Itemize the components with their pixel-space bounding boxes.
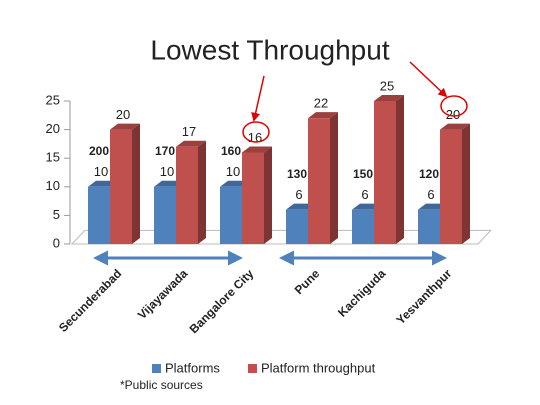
highlight-circle (440, 95, 468, 117)
annotation-label: 120 (419, 167, 439, 181)
bar (418, 209, 440, 244)
value-label: 6 (295, 187, 302, 202)
bar-top (374, 95, 404, 101)
bar-top (110, 123, 140, 130)
value-label: 17 (182, 124, 196, 139)
x-tick-label: Yesvanthpur (394, 266, 455, 327)
y-tick-label: 20 (46, 121, 60, 136)
x-tick-label: Pune (292, 266, 323, 297)
bar (374, 101, 396, 244)
x-tick-label: Vijayawada (135, 266, 191, 322)
value-label: 6 (427, 187, 434, 202)
value-label: 10 (226, 164, 240, 179)
value-label: 20 (446, 107, 460, 122)
value-label: 25 (380, 78, 394, 93)
bar (440, 129, 462, 244)
bar-top (176, 140, 206, 147)
value-label: 10 (160, 164, 174, 179)
annotation-label: 130 (287, 167, 307, 181)
y-tick-label: 15 (46, 150, 60, 165)
annotation-label: 160 (221, 144, 241, 158)
bar-side (198, 140, 206, 244)
pointer-arrow (251, 75, 265, 122)
x-tick-label: Bangalore City (187, 266, 257, 336)
annotation-label: 150 (353, 167, 373, 181)
x-tick-label: Secunderabad (56, 266, 124, 334)
bar (220, 186, 242, 244)
bar (308, 118, 330, 244)
bar-side (330, 112, 338, 244)
bar (176, 146, 198, 244)
value-label: 22 (314, 96, 328, 111)
legend-label: Platform throughput (261, 360, 376, 375)
bar-top (242, 146, 272, 153)
bar (352, 209, 374, 244)
bar (88, 186, 110, 244)
y-tick-label: 10 (46, 178, 60, 193)
bar (242, 152, 264, 244)
bar (286, 209, 308, 244)
value-label: 20 (116, 107, 130, 122)
bar-side (264, 146, 272, 244)
bar-top (308, 112, 338, 119)
annotation-label: 170 (155, 144, 175, 158)
legend-swatch (152, 364, 161, 373)
bar-side (132, 123, 140, 244)
floor (70, 229, 492, 245)
legend-swatch (248, 364, 257, 373)
y-tick-label: 25 (46, 92, 60, 107)
x-tick-label: Kachiguda (335, 266, 389, 320)
bar-top (440, 123, 470, 130)
value-label: 6 (361, 187, 368, 202)
plot: 0 5 10 15 20 25 10 200 20 Secunderabad 10 170 17 Vija… (46, 78, 492, 336)
highlight-circle (242, 121, 270, 143)
y-tick-label: 0 (53, 235, 60, 250)
bar-side (396, 95, 404, 244)
bar (154, 186, 176, 244)
footnote: *Public sources (120, 378, 203, 392)
bar-side (462, 123, 470, 244)
value-label: 10 (94, 164, 108, 179)
y-tick-label: 5 (53, 207, 60, 222)
bar (110, 129, 132, 244)
annotation-label: 200 (89, 144, 109, 158)
legend-label: Platforms (165, 360, 220, 375)
pointer-arrow (409, 61, 448, 98)
chart-title: Lowest Throughput (150, 34, 389, 65)
